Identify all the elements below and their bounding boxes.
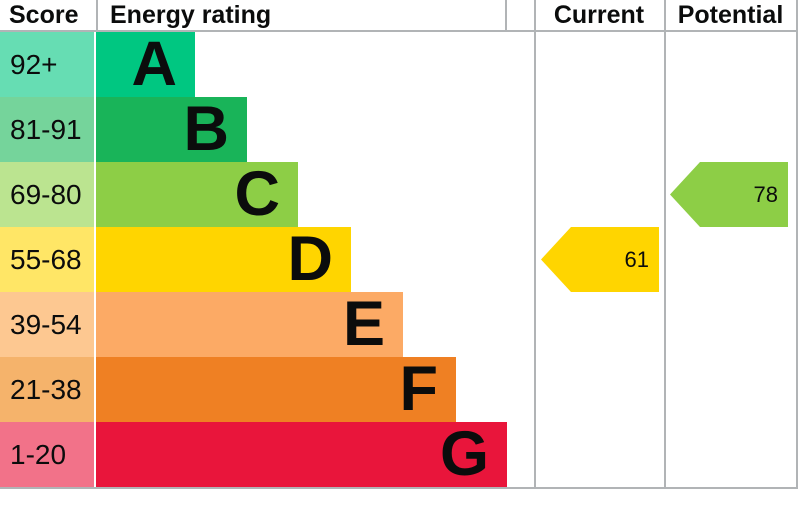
chart-right-border xyxy=(796,0,798,489)
band-letter: C xyxy=(234,159,281,229)
band-bar-d: D xyxy=(96,227,351,292)
band-letter: B xyxy=(183,94,230,164)
band-bar-g: G xyxy=(96,422,507,487)
score-range-cell: 21-38 xyxy=(0,357,94,422)
current-rating-value: 61 xyxy=(624,247,649,272)
current-column-header: Current xyxy=(553,1,645,29)
divider-potential-left xyxy=(664,0,666,489)
band-bar-a: A xyxy=(96,32,195,97)
potential-rating-arrow: 78 xyxy=(670,162,788,227)
header-bottom-border xyxy=(0,30,798,32)
band-bar-c: C xyxy=(96,162,298,227)
chart-bottom-border xyxy=(0,487,798,489)
band-row-e: 39-54 E xyxy=(0,292,534,357)
score-range-cell: 69-80 xyxy=(0,162,94,227)
band-letter: F xyxy=(399,354,438,424)
potential-rating-value: 78 xyxy=(753,182,778,207)
band-letter: G xyxy=(439,419,489,489)
score-range-cell: 1-20 xyxy=(0,422,94,487)
score-range-cell: 55-68 xyxy=(0,227,94,292)
energy-rating-column-header: Energy rating xyxy=(110,1,272,29)
band-letter: E xyxy=(342,289,385,359)
band-row-a: 92+ A xyxy=(0,32,534,97)
potential-column-header: Potential xyxy=(677,1,784,29)
score-range-cell: 92+ xyxy=(0,32,94,97)
band-bar-f: F xyxy=(96,357,456,422)
band-row-b: 81-91 B xyxy=(0,97,534,162)
current-rating-arrow: 61 xyxy=(541,227,659,292)
score-range-cell: 39-54 xyxy=(0,292,94,357)
band-row-f: 21-38 F xyxy=(0,357,534,422)
divider-rating-end xyxy=(505,0,507,31)
band-row-c: 69-80 C xyxy=(0,162,534,227)
band-letter: A xyxy=(131,29,178,99)
divider-score-rating xyxy=(96,0,98,31)
divider-current-left xyxy=(534,0,536,489)
band-bar-e: E xyxy=(96,292,403,357)
band-bar-b: B xyxy=(96,97,247,162)
band-row-d: 55-68 D xyxy=(0,227,534,292)
band-letter: D xyxy=(287,224,334,294)
score-column-header: Score xyxy=(9,1,79,29)
score-range-cell: 81-91 xyxy=(0,97,94,162)
band-row-g: 1-20 G xyxy=(0,422,534,487)
